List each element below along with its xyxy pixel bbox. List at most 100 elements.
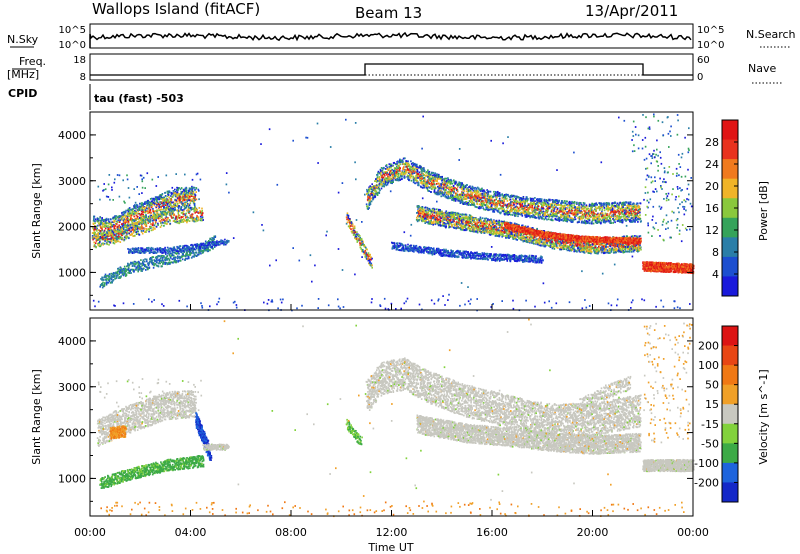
power-echo-cell	[520, 204, 522, 207]
power-echo-cell	[189, 217, 191, 219]
power-echo-cell	[453, 191, 455, 194]
power-echo-cell	[173, 219, 176, 222]
power-echo-cell	[117, 274, 119, 277]
power-echo-cell	[188, 190, 191, 192]
power-echo-cell	[137, 264, 139, 267]
power-echo-cell	[209, 240, 211, 243]
power-echo-cell	[133, 215, 135, 218]
power-echo-cell	[171, 258, 174, 261]
power-echo-cell	[467, 202, 469, 204]
power-echo-cell	[201, 214, 204, 216]
power-echo-cell	[94, 233, 97, 236]
power-echo-cell	[196, 209, 198, 211]
power-echo-cell	[93, 217, 95, 219]
power-echo-cell	[420, 168, 423, 171]
power-echo-cell	[176, 202, 179, 205]
power-echo-cell	[386, 173, 388, 175]
power-echo-cell	[414, 182, 416, 185]
power-echo-cell	[473, 198, 475, 201]
power-echo-cell	[107, 228, 110, 231]
power-echo-cell	[105, 239, 108, 241]
power-echo-cell	[174, 192, 176, 195]
power-echo-cell	[447, 196, 450, 198]
power-echo-cell	[169, 263, 171, 265]
power-echo-cell	[554, 203, 557, 205]
power-echo-cell	[381, 169, 384, 172]
power-echo-cell	[506, 207, 509, 210]
power-echo-cell	[371, 183, 373, 186]
power-echo-cell	[123, 228, 125, 230]
power-echo-cell	[103, 283, 106, 286]
power-echo-cell	[368, 198, 370, 201]
power-echo-cell	[103, 235, 105, 238]
power-echo-cell	[117, 270, 119, 273]
power-echo-cell	[406, 162, 409, 165]
power-echo-cell	[212, 237, 214, 240]
power-echo-cell	[114, 240, 116, 243]
power-echo-cell	[174, 258, 176, 261]
power-echo-cell	[194, 243, 197, 246]
power-echo-cell	[209, 244, 212, 246]
power-echo-cell	[161, 202, 163, 205]
power-echo-cell	[403, 168, 405, 171]
power-echo-cell	[575, 208, 578, 211]
power-echo-cell	[437, 189, 440, 192]
power-echo-cell	[153, 204, 156, 207]
power-echo-cell	[524, 198, 527, 201]
power-echo-cell	[517, 209, 519, 212]
power-echo-cell	[510, 201, 512, 203]
power-echo-cell	[159, 257, 162, 260]
power-echo-cell	[497, 194, 499, 196]
power-echo-cell	[102, 219, 105, 221]
power-echo-cell	[553, 214, 556, 217]
power-echo-cell	[574, 205, 577, 208]
power-echo-cell	[193, 208, 195, 211]
power-echo-cell	[144, 250, 146, 253]
power-echo-cell	[474, 186, 476, 189]
power-echo-cell	[117, 267, 120, 270]
power-echo-cell	[166, 190, 169, 193]
power-echo-cell	[168, 205, 170, 208]
power-echo-cell	[154, 248, 157, 251]
power-echo-cell	[531, 208, 533, 211]
cpid-label: CPID	[8, 87, 37, 100]
power-echo-cell	[461, 182, 463, 184]
power-echo-cell	[441, 179, 443, 182]
power-echo-cell	[125, 268, 128, 271]
power-echo-cell	[552, 205, 555, 208]
power-echo-cell	[123, 232, 125, 235]
power-echo-cell	[519, 213, 521, 215]
nave-tick-bottom: 0	[697, 72, 703, 83]
power-echo-cell	[213, 235, 215, 238]
power-echo-cell	[493, 208, 496, 211]
power-echo-cell	[182, 252, 184, 255]
power-echo-cell	[124, 220, 126, 223]
power-echo-cell	[448, 182, 450, 184]
power-echo-cell	[103, 285, 106, 287]
power-echo-cell	[514, 206, 516, 208]
power-echo-cell	[484, 191, 487, 194]
power-echo-cell	[556, 212, 558, 215]
power-echo-cell	[366, 192, 369, 195]
power-echo-cell	[126, 220, 129, 223]
power-echo-cell	[140, 221, 142, 223]
power-echo-cell	[112, 199, 114, 201]
power-echo-cell	[97, 224, 99, 227]
power-echo-cell	[468, 203, 470, 205]
power-echo-cell	[150, 257, 153, 260]
power-echo-cell	[104, 240, 106, 242]
power-echo-cell	[161, 197, 163, 199]
power-echo-cell	[368, 186, 370, 189]
power-echo-cell	[118, 270, 121, 273]
power-echo-cell	[513, 213, 516, 216]
power-echo-cell	[412, 170, 415, 172]
power-echo-cell	[223, 242, 225, 245]
power-echo-cell	[425, 174, 428, 177]
power-echo-cell	[175, 192, 178, 195]
power-echo-cell	[382, 185, 385, 187]
power-echo-cell	[482, 202, 485, 205]
power-echo-cell	[464, 195, 467, 197]
power-echo-cell	[518, 206, 521, 209]
power-echo-cell	[172, 220, 175, 222]
power-echo-cell	[178, 222, 181, 225]
